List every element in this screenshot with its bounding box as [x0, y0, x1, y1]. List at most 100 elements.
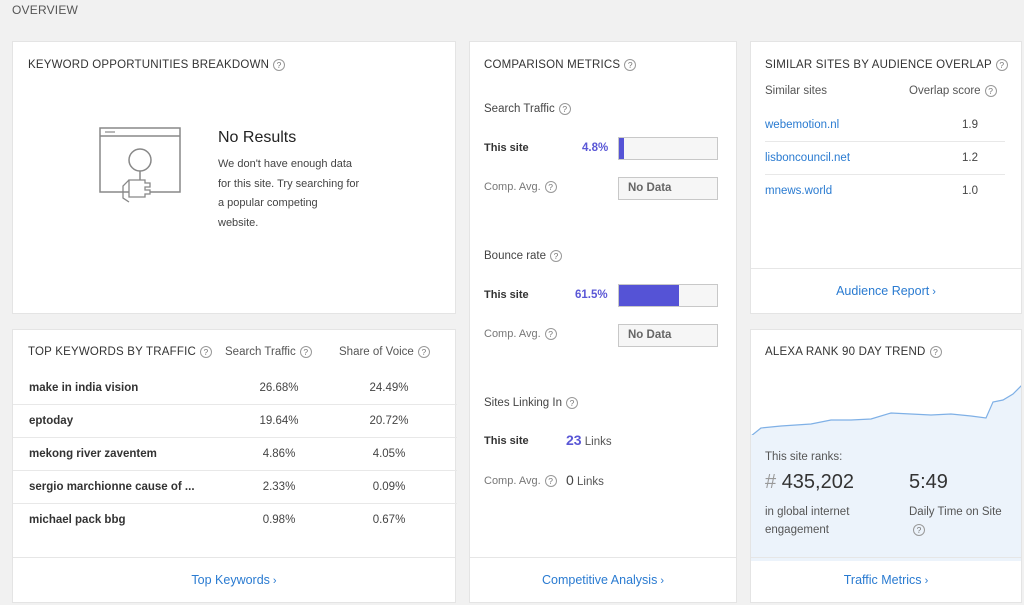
section-title-overview: OVERVIEW: [12, 3, 79, 17]
table-row[interactable]: michael pack bbg 0.98% 0.67%: [13, 504, 457, 537]
share-of-voice-cell: 4.05%: [372, 448, 406, 460]
comp-avg-no-data: No Data: [618, 324, 718, 347]
search-traffic-cell: 0.98%: [262, 514, 296, 526]
search-traffic-bar: [618, 137, 718, 160]
bounce-rate-bar: [618, 284, 718, 307]
search-traffic-cell: 26.68%: [259, 382, 299, 394]
table-row[interactable]: mekong river zaventem 4.86% 4.05%: [13, 438, 457, 471]
help-icon[interactable]: ?: [566, 397, 578, 409]
comp-avg-label: Comp. Avg.?: [484, 181, 557, 193]
help-icon[interactable]: ?: [558, 103, 571, 115]
help-icon[interactable]: ?: [929, 346, 942, 358]
daily-time-caption: Daily Time on Site?: [909, 506, 1002, 536]
comp-avg-label: Comp. Avg.?: [484, 475, 557, 487]
keyword-cell: michael pack bbg: [29, 514, 126, 526]
keyword-cell: mekong river zaventem: [29, 448, 157, 460]
col-header-share-of-voice: Share of Voice?: [339, 346, 430, 358]
magnifier-no-results-icon: [99, 127, 181, 203]
search-traffic-bar-fill: [619, 138, 624, 159]
no-results-title: No Results: [218, 129, 297, 146]
no-results-text: We don't have enough data for this site.…: [218, 158, 360, 229]
bounce-rate-value: 61.5%: [575, 289, 608, 301]
top-keywords-card: TOP KEYWORDS BY TRAFFIC? Search Traffic?…: [12, 329, 457, 603]
keyword-opportunities-title: KEYWORD OPPORTUNITIES BREAKDOWN?: [28, 59, 286, 71]
share-of-voice-cell: 0.09%: [372, 481, 406, 493]
help-icon[interactable]: ?: [199, 346, 212, 358]
comp-avg-links: 0 Links: [566, 472, 604, 488]
daily-time-value: 5:49: [909, 471, 948, 493]
similar-sites-card: SIMILAR SITES BY AUDIENCE OVERLAP? Simil…: [750, 41, 1022, 314]
keyword-opportunities-card: KEYWORD OPPORTUNITIES BREAKDOWN? No Resu…: [12, 41, 456, 314]
keyword-cell: sergio marchionne cause of ...: [29, 481, 195, 493]
list-item[interactable]: mnews.world 1.0: [765, 175, 1005, 208]
this-site-label: This site: [484, 142, 529, 154]
top-keywords-title: TOP KEYWORDS BY TRAFFIC?: [28, 346, 212, 358]
overlap-score: 1.2: [962, 152, 978, 164]
search-traffic-cell: 4.86%: [262, 448, 296, 460]
help-icon[interactable]: ?: [299, 346, 312, 358]
overlap-score: 1.9: [962, 119, 978, 131]
table-row[interactable]: sergio marchionne cause of ... 2.33% 0.0…: [13, 471, 457, 504]
similar-site-link[interactable]: lisboncouncil.net: [765, 152, 851, 164]
this-site-label: This site: [484, 435, 529, 447]
help-icon[interactable]: ?: [550, 250, 563, 262]
bounce-rate-bar-fill: [619, 285, 680, 306]
sites-linking-label: Sites Linking In?: [484, 397, 578, 409]
chevron-right-icon: ›: [924, 575, 929, 587]
chevron-right-icon: ›: [932, 286, 936, 298]
help-icon[interactable]: ?: [984, 85, 997, 97]
help-icon[interactable]: ?: [417, 346, 430, 358]
comp-avg-label: Comp. Avg.?: [484, 328, 557, 340]
search-traffic-value: 4.8%: [582, 142, 609, 154]
rank-caption: in global internet engagement: [765, 506, 850, 536]
this-site-links-count: 23: [566, 432, 582, 448]
help-icon[interactable]: ?: [544, 475, 557, 487]
this-site-label: This site: [484, 289, 529, 301]
comparison-metrics-title: COMPARISON METRICS?: [484, 59, 637, 71]
top-keywords-link[interactable]: Top Keywords ›: [13, 557, 455, 602]
ranks-label: This site ranks:: [765, 451, 843, 463]
audience-report-link[interactable]: Audience Report ›: [751, 268, 1021, 313]
competitive-analysis-link[interactable]: Competitive Analysis ›: [470, 557, 736, 602]
help-icon[interactable]: ?: [995, 59, 1008, 71]
traffic-metrics-link[interactable]: Traffic Metrics ›: [751, 557, 1021, 602]
comparison-metrics-card: COMPARISON METRICS? Search Traffic? This…: [469, 41, 737, 603]
search-traffic-label: Search Traffic?: [484, 103, 571, 115]
help-icon[interactable]: ?: [913, 524, 925, 536]
comp-avg-links-count: 0: [566, 472, 574, 488]
share-of-voice-cell: 24.49%: [369, 382, 409, 394]
bounce-rate-label: Bounce rate?: [484, 250, 563, 262]
alexa-rank-card: ALEXA RANK 90 DAY TREND? This site ranks…: [750, 329, 1022, 603]
help-icon[interactable]: ?: [273, 59, 286, 71]
search-traffic-cell: 19.64%: [259, 415, 299, 427]
keyword-cell: make in india vision: [29, 382, 139, 394]
table-row[interactable]: make in india vision 26.68% 24.49%: [13, 372, 457, 405]
rank-trend-chart: [751, 385, 1021, 438]
similar-site-link[interactable]: mnews.world: [765, 185, 833, 197]
chevron-right-icon: ›: [660, 575, 664, 587]
help-icon[interactable]: ?: [544, 181, 557, 193]
col-header-search-traffic: Search Traffic?: [225, 346, 312, 358]
similar-sites-title: SIMILAR SITES BY AUDIENCE OVERLAP?: [765, 59, 1008, 71]
alexa-rank-title: ALEXA RANK 90 DAY TREND?: [765, 346, 942, 358]
list-item[interactable]: lisboncouncil.net 1.2: [765, 142, 1005, 175]
similar-site-link[interactable]: webemotion.nl: [765, 119, 840, 131]
share-of-voice-cell: 20.72%: [369, 415, 409, 427]
chevron-right-icon: ›: [272, 575, 277, 587]
rank-trend-line: [751, 385, 1021, 437]
keyword-cell: eptoday: [29, 415, 74, 427]
share-of-voice-cell: 0.67%: [372, 514, 406, 526]
comp-avg-no-data: No Data: [618, 177, 718, 200]
this-site-links: 23 Links: [566, 432, 612, 448]
col-header-similar-sites: Similar sites: [765, 85, 827, 97]
help-icon[interactable]: ?: [544, 328, 557, 340]
search-traffic-cell: 2.33%: [262, 481, 296, 493]
rank-value: # 435,202: [765, 471, 854, 493]
help-icon[interactable]: ?: [624, 59, 637, 71]
hash-icon: #: [765, 471, 777, 493]
overlap-score: 1.0: [962, 185, 978, 197]
list-item[interactable]: webemotion.nl 1.9: [765, 109, 1005, 142]
table-row[interactable]: eptoday 19.64% 20.72%: [13, 405, 457, 438]
rank-summary-panel: This site ranks: # 435,202 in global int…: [751, 435, 1021, 561]
col-header-overlap-score: Overlap score?: [909, 85, 997, 97]
